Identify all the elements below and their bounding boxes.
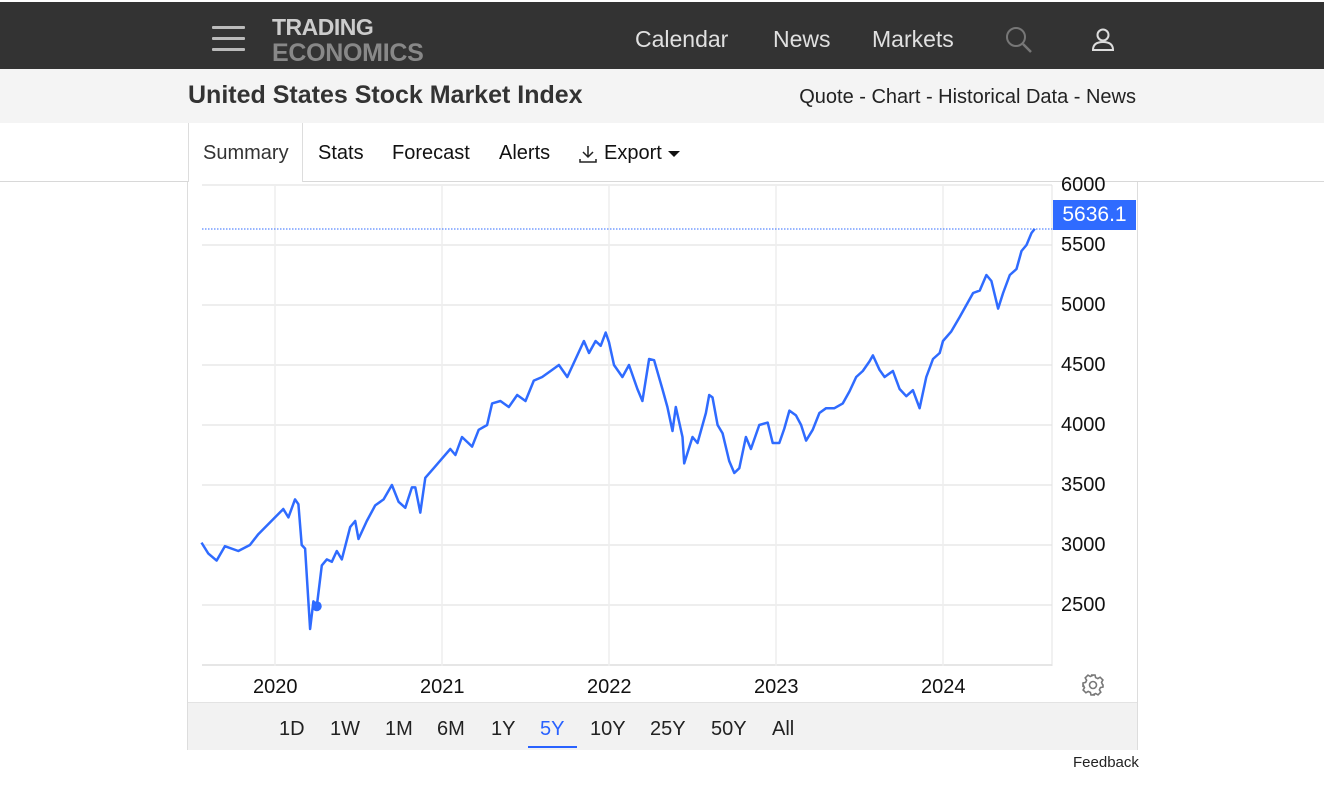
- x-tick-label: 2020: [253, 676, 298, 698]
- range-1w[interactable]: 1W: [330, 718, 360, 740]
- gear-icon[interactable]: [1081, 673, 1105, 697]
- user-icon[interactable]: [1090, 27, 1116, 53]
- price-series-line: [200, 227, 1036, 631]
- y-tick-label: 3500: [1061, 474, 1106, 496]
- search-icon[interactable]: [1004, 26, 1034, 54]
- price-chart[interactable]: [0, 0, 1324, 702]
- x-tick-label: 2024: [921, 676, 966, 698]
- active-range-underline: [528, 746, 577, 748]
- title-bar: [0, 69, 1324, 123]
- range-50y[interactable]: 50Y: [711, 718, 747, 740]
- export-button[interactable]: Export: [578, 142, 680, 165]
- range-selector: [188, 702, 1137, 750]
- caret-down-icon: [667, 150, 680, 157]
- tab-forecast[interactable]: Forecast: [392, 142, 470, 164]
- y-tick-label: 6000: [1061, 174, 1106, 196]
- series-marker: [311, 601, 322, 612]
- x-tick-label: 2023: [754, 676, 799, 698]
- tab-alerts[interactable]: Alerts: [499, 142, 551, 164]
- feedback-link[interactable]: Feedback: [1073, 754, 1139, 771]
- y-tick-label: 3000: [1061, 534, 1106, 556]
- y-tick-label: 4500: [1061, 354, 1106, 376]
- tabs-divider: [0, 181, 1324, 182]
- range-1m[interactable]: 1M: [385, 718, 413, 740]
- quick-links[interactable]: Quote - Chart - Historical Data - News: [799, 86, 1136, 108]
- y-tick-label: 4000: [1061, 414, 1106, 436]
- y-tick-label: 2500: [1061, 594, 1106, 616]
- nav-news[interactable]: News: [773, 26, 831, 52]
- logo-line2: ECONOMICS: [272, 39, 424, 67]
- range-all[interactable]: All: [772, 718, 795, 740]
- range-25y[interactable]: 25Y: [650, 718, 686, 740]
- nav-calendar[interactable]: Calendar: [635, 26, 729, 52]
- top-navbar: [0, 2, 1324, 69]
- last-price-tag: 5636.1: [1053, 200, 1136, 230]
- menu-icon[interactable]: [212, 26, 245, 52]
- download-icon: [579, 145, 597, 163]
- logo-line1: TRADING: [272, 14, 374, 40]
- export-label: Export: [604, 142, 662, 164]
- nav-markets[interactable]: Markets: [872, 26, 954, 52]
- range-1d[interactable]: 1D: [279, 718, 305, 740]
- tab-stats[interactable]: Stats: [318, 142, 364, 164]
- range-10y[interactable]: 10Y: [590, 718, 626, 740]
- range-5y[interactable]: 5Y: [540, 718, 565, 740]
- range-6m[interactable]: 6M: [437, 718, 465, 740]
- range-1y[interactable]: 1Y: [491, 718, 516, 740]
- page-title: United States Stock Market Index: [188, 81, 583, 109]
- tab-summary[interactable]: Summary: [188, 123, 303, 182]
- x-tick-label: 2022: [587, 676, 632, 698]
- y-tick-label: 5000: [1061, 294, 1106, 316]
- tab-summary-label: Summary: [203, 142, 289, 164]
- x-tick-label: 2021: [420, 676, 465, 698]
- y-tick-label: 5500: [1061, 234, 1106, 256]
- logo[interactable]: TRADING ECONOMICS: [272, 14, 424, 67]
